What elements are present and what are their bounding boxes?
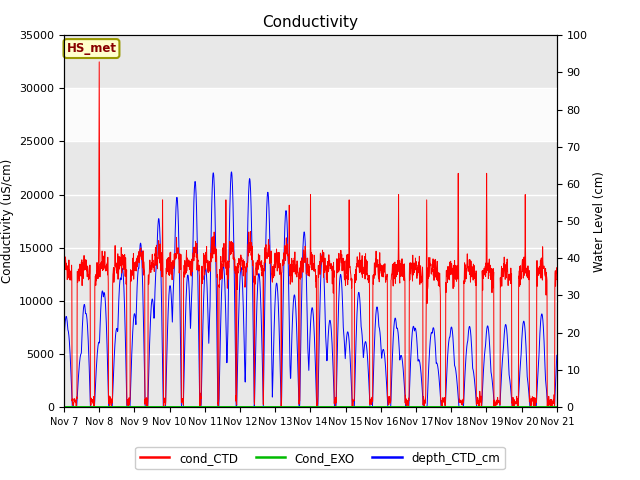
Text: HS_met: HS_met — [67, 42, 116, 55]
Legend: cond_CTD, Cond_EXO, depth_CTD_cm: cond_CTD, Cond_EXO, depth_CTD_cm — [135, 447, 505, 469]
Bar — [64, 88, 557, 142]
Y-axis label: Water Level (cm): Water Level (cm) — [593, 171, 606, 272]
Title: Conductivity: Conductivity — [262, 15, 358, 30]
Y-axis label: Conductivity (uS/cm): Conductivity (uS/cm) — [1, 159, 13, 283]
